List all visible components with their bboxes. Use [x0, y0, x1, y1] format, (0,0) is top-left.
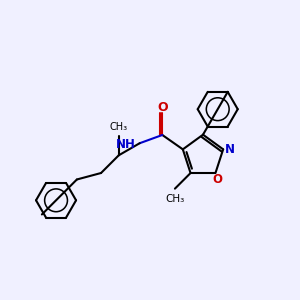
Text: O: O	[212, 173, 222, 186]
Text: O: O	[157, 101, 168, 114]
Text: N: N	[225, 143, 235, 156]
Text: NH: NH	[116, 138, 136, 151]
Text: CH₃: CH₃	[165, 194, 184, 204]
Text: CH₃: CH₃	[110, 122, 128, 132]
